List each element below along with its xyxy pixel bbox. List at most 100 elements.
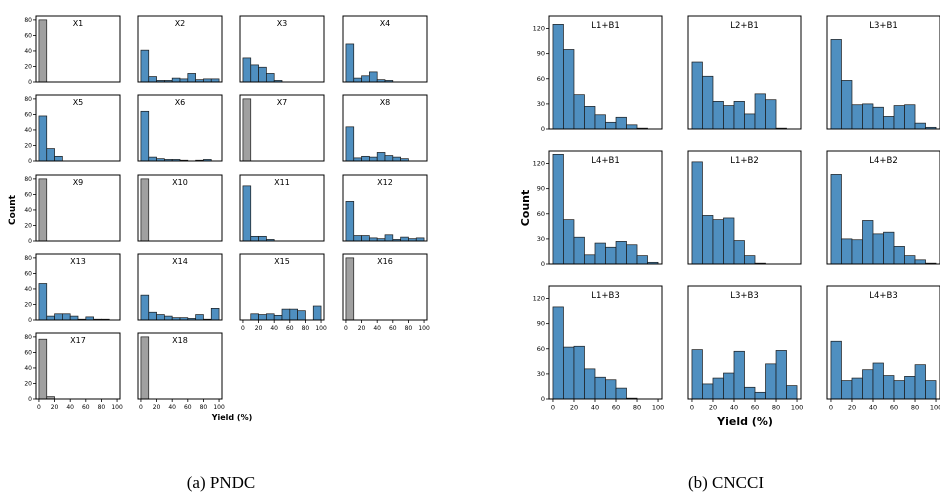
histogram-bar: [353, 77, 362, 83]
x-tick-label: 0: [37, 404, 41, 411]
x-tick-label: 0: [829, 404, 833, 412]
histogram-bar: [872, 362, 884, 400]
subplot-frame: [342, 15, 428, 83]
x-tick-label: 60: [612, 404, 620, 412]
histogram-bar: [38, 178, 48, 242]
histogram-bar: [594, 376, 606, 400]
histogram-bar: [594, 242, 606, 265]
y-axis-label: Count: [519, 190, 532, 227]
histogram-bar: [62, 313, 71, 321]
subplot-title: X14: [172, 257, 188, 266]
histogram-bar: [38, 19, 48, 83]
subplot-title: L2+B1: [730, 21, 759, 31]
x-tick-label: 80: [200, 404, 208, 411]
y-tick-label: 60: [537, 75, 545, 83]
x-tick-label: 0: [241, 325, 245, 332]
histogram-bar: [872, 233, 884, 265]
histogram-bar: [893, 380, 905, 400]
histogram-bar: [744, 255, 756, 265]
y-tick-label: 0: [28, 238, 32, 245]
y-tick-label: 30: [537, 370, 545, 378]
x-tick-label: 100: [791, 404, 803, 412]
y-tick-label: 60: [24, 32, 32, 39]
histogram-bar: [250, 235, 259, 242]
y-tick-label: 90: [537, 185, 545, 193]
subplot-title: L1+B2: [730, 156, 759, 166]
subplot-frame: [687, 285, 802, 400]
histogram-bar: [361, 235, 370, 242]
y-axis-label: Count: [8, 194, 18, 225]
caption-a: (a) PNDC: [186, 473, 256, 492]
histogram-bar: [312, 305, 322, 321]
y-tick-label: 60: [24, 270, 32, 277]
histogram-bar: [691, 349, 703, 400]
y-tick-label: 40: [24, 286, 32, 293]
histogram-bar: [862, 103, 874, 130]
x-tick-label: 40: [730, 404, 738, 412]
histogram-bar: [361, 75, 370, 83]
y-tick-label: 20: [24, 142, 32, 149]
histogram-bar: [605, 121, 617, 130]
x-axis-label: Yield (%): [716, 415, 773, 428]
histogram-bar: [914, 364, 926, 400]
x-tick-label: 100: [111, 404, 123, 411]
subplot-title: L1+B1: [591, 21, 620, 31]
subplot-title: L3+B1: [869, 21, 898, 31]
y-tick-label: 60: [537, 210, 545, 218]
subplot-frame: [137, 94, 223, 162]
histogram-bar: [258, 235, 267, 242]
histogram-bar: [195, 314, 204, 321]
histogram-bar: [733, 240, 745, 265]
histogram-bar: [584, 106, 596, 130]
histogram-bar: [384, 234, 394, 242]
subplot-frame: [342, 94, 428, 162]
histogram-bar: [765, 363, 777, 400]
y-tick-label: 40: [24, 48, 32, 55]
y-tick-label: 20: [24, 301, 32, 308]
y-tick-label: 40: [24, 207, 32, 214]
histogram-bar: [702, 75, 714, 130]
subplot-frame: [687, 15, 802, 130]
histogram-bar: [573, 345, 585, 400]
histogram-bar: [744, 386, 756, 400]
subplot-title: X12: [377, 178, 393, 187]
histogram-bar: [904, 255, 916, 265]
subplot-frame: [687, 150, 802, 265]
subplot-frame: [826, 15, 940, 130]
x-tick-label: 80: [911, 404, 919, 412]
histogram-bar: [851, 104, 863, 130]
x-tick-label: 0: [690, 404, 694, 412]
histogram-bar: [400, 236, 409, 242]
histogram-bar: [744, 113, 756, 130]
y-tick-label: 20: [24, 380, 32, 387]
y-tick-label: 0: [541, 395, 545, 403]
histogram-bar: [140, 49, 150, 83]
x-axis-label: Yield (%): [211, 413, 253, 422]
x-tick-label: 40: [66, 404, 74, 411]
histogram-bar: [266, 73, 275, 83]
histogram-bar: [140, 294, 150, 321]
subplot-frame: [239, 15, 325, 83]
histogram-bar: [594, 114, 606, 130]
x-tick-label: 60: [389, 325, 397, 332]
subplot-title: X10: [172, 178, 188, 187]
subplot-frame: [35, 253, 121, 321]
x-tick-label: 60: [82, 404, 90, 411]
histogram-bar: [369, 156, 378, 162]
y-tick-label: 80: [24, 96, 32, 103]
subplot-title: X3: [277, 19, 288, 28]
x-tick-label: 100: [213, 404, 225, 411]
subplot-frame: [239, 253, 325, 321]
histogram-bar: [242, 98, 252, 162]
histogram-bar: [605, 379, 617, 400]
x-tick-label: 100: [652, 404, 664, 412]
histogram-bar: [266, 313, 275, 321]
histogram-bar: [171, 77, 181, 83]
subplot-frame: [137, 332, 223, 400]
histogram-bar: [552, 153, 564, 265]
x-tick-label: 100: [315, 325, 327, 332]
histogram-bar: [552, 306, 564, 400]
x-tick-label: 0: [344, 325, 348, 332]
histogram-bar: [376, 152, 386, 162]
